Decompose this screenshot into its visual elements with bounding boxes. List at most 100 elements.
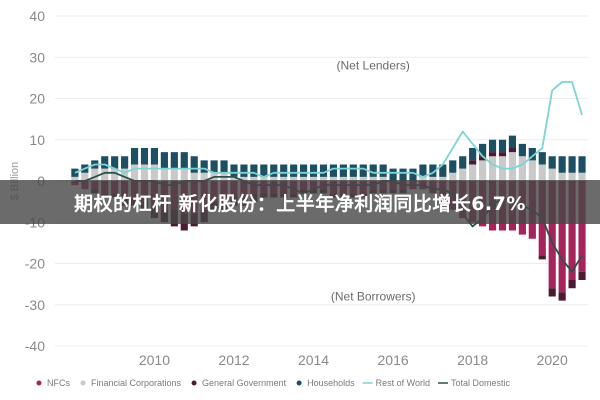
bar-financial-corporations	[379, 176, 387, 181]
bar-financial-corporations	[250, 176, 258, 181]
legend-label-financial-corporations: Financial Corporations	[91, 378, 182, 388]
bar-financial-corporations	[280, 176, 288, 181]
bar-households	[200, 160, 208, 173]
bar-financial-corporations	[508, 152, 517, 181]
bar-households	[210, 160, 218, 173]
bar-households	[111, 156, 119, 169]
bar-financial-corporations	[290, 176, 298, 181]
bar-households	[250, 164, 258, 177]
bar-financial-corporations	[140, 164, 149, 181]
bar-financial-corporations	[230, 176, 238, 181]
bar-households	[508, 135, 517, 148]
bar-nfcs	[568, 181, 576, 280]
legend-label-nfcs: NFCs	[47, 378, 70, 388]
line-rest-of-world	[74, 81, 583, 178]
bar-financial-corporations	[528, 160, 536, 181]
x-axis: 2010 2012 2014 2016 2018 2020	[139, 352, 568, 368]
legend-label-total-domestic: Total Domestic	[451, 378, 511, 388]
bar-financial-corporations	[449, 172, 457, 181]
bar-households	[449, 160, 457, 173]
bar-financial-corporations	[91, 168, 99, 181]
y-tick-label: 40	[29, 8, 45, 24]
bar-financial-corporations	[190, 172, 198, 181]
bar-households	[260, 164, 268, 177]
bar-households	[389, 168, 397, 181]
legend-label-general-government: General Government	[202, 378, 287, 388]
bar-financial-corporations	[319, 176, 328, 181]
bar-financial-corporations	[150, 164, 159, 181]
bar-households	[469, 148, 477, 161]
bar-households	[130, 148, 139, 165]
bar-financial-corporations	[439, 176, 447, 181]
bar-general-government	[558, 292, 566, 301]
headline-banner: 期权的杠杆 新化股份：上半年净利润同比增长6.7%	[0, 180, 600, 224]
bar-financial-corporations	[200, 172, 208, 181]
legend: NFCs Financial Corporations General Govern…	[36, 378, 511, 388]
bar-financial-corporations	[578, 172, 586, 181]
bar-financial-corporations	[329, 176, 338, 181]
x-tick-label: 2010	[139, 352, 170, 368]
bar-households	[230, 164, 238, 177]
legend-marker-households	[296, 380, 302, 386]
y-tick-label: -40	[25, 338, 45, 354]
bar-households	[240, 164, 248, 177]
bar-households	[180, 152, 188, 169]
bar-financial-corporations	[429, 176, 437, 181]
bar-financial-corporations	[419, 176, 427, 181]
bar-households	[429, 164, 437, 177]
bar-financial-corporations	[170, 168, 178, 181]
x-tick-label: 2014	[298, 352, 329, 368]
bar-households	[538, 152, 546, 165]
bar-financial-corporations	[180, 168, 188, 181]
headline-text: 期权的杠杆 新化股份：上半年净利润同比增长6.7%	[74, 192, 526, 215]
bar-general-government	[538, 255, 546, 260]
bar-households	[290, 164, 298, 177]
bar-financial-corporations	[339, 176, 347, 181]
legend-marker-general-government	[191, 380, 197, 386]
bar-financial-corporations	[369, 176, 377, 181]
bar-households	[220, 160, 228, 173]
bar-general-government	[469, 160, 477, 165]
y-tick-label: 30	[29, 49, 45, 65]
bar-financial-corporations	[121, 168, 129, 181]
x-tick-label: 2020	[537, 352, 568, 368]
bar-households	[309, 164, 318, 177]
bar-financial-corporations	[101, 168, 109, 181]
legend-marker-nfcs	[36, 380, 42, 386]
bar-financial-corporations	[260, 176, 268, 181]
annotations-layer: (Net Lenders) (Net Borrowers)	[331, 59, 416, 304]
bar-households	[150, 148, 159, 165]
legend-label-rest-of-world: Rest of World	[376, 378, 430, 388]
bar-financial-corporations	[130, 164, 139, 181]
bar-financial-corporations	[518, 156, 526, 181]
bar-nfcs	[578, 181, 586, 272]
bar-households	[300, 164, 308, 177]
bar-households	[419, 164, 427, 177]
bar-households	[459, 156, 467, 169]
bar-financial-corporations	[160, 168, 168, 181]
bar-general-government	[508, 148, 517, 153]
bar-general-government	[578, 271, 586, 280]
bar-financial-corporations	[270, 176, 278, 181]
bar-financial-corporations	[568, 172, 576, 181]
bar-financial-corporations	[300, 176, 308, 181]
bar-general-government	[498, 152, 507, 157]
bar-households	[498, 139, 507, 153]
annotation: (Net Lenders)	[337, 59, 410, 73]
bar-general-government	[488, 152, 497, 157]
bar-households	[479, 143, 487, 157]
bar-households	[399, 168, 407, 181]
bar-general-government	[479, 156, 487, 161]
x-tick-label: 2012	[218, 352, 249, 368]
bar-financial-corporations	[488, 156, 497, 181]
y-tick-label: -30	[25, 297, 45, 313]
bar-households	[558, 156, 566, 173]
bar-financial-corporations	[359, 176, 367, 181]
bar-nfcs	[548, 181, 556, 289]
bar-households	[349, 164, 357, 177]
bar-households	[329, 164, 338, 177]
bar-financial-corporations	[240, 176, 248, 181]
bar-financial-corporations	[111, 168, 119, 181]
bar-households	[409, 168, 417, 181]
